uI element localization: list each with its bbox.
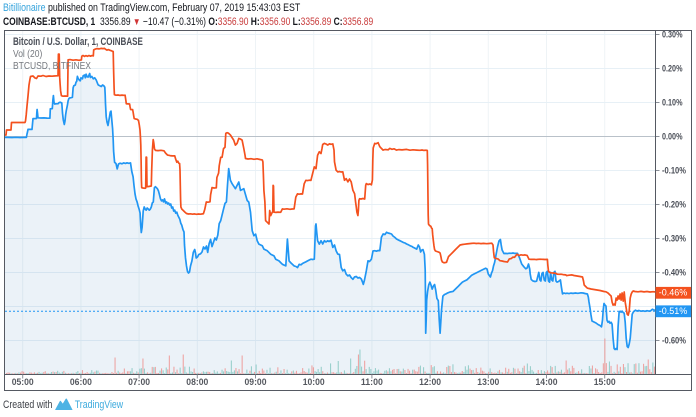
svg-text:-0.30%: -0.30% bbox=[662, 234, 686, 244]
svg-text:13:00: 13:00 bbox=[477, 377, 499, 387]
svg-text:-0.51%: -0.51% bbox=[659, 306, 688, 316]
svg-text:0.30%: 0.30% bbox=[662, 31, 683, 40]
svg-text:-0.60%: -0.60% bbox=[662, 336, 686, 346]
svg-text:15:00: 15:00 bbox=[594, 377, 616, 387]
svg-text:05:00: 05:00 bbox=[12, 377, 34, 387]
svg-text:09:00: 09:00 bbox=[245, 377, 267, 387]
svg-text:0.10%: 0.10% bbox=[662, 98, 683, 108]
svg-text:12:00: 12:00 bbox=[419, 377, 441, 387]
svg-text:0.00%: 0.00% bbox=[662, 132, 683, 142]
svg-text:11:00: 11:00 bbox=[361, 377, 383, 387]
svg-text:-0.40%: -0.40% bbox=[662, 268, 686, 278]
svg-text:-0.10%: -0.10% bbox=[662, 166, 686, 176]
svg-text:07:00: 07:00 bbox=[128, 377, 150, 387]
svg-text:06:00: 06:00 bbox=[70, 377, 92, 387]
svg-text:0.20%: 0.20% bbox=[662, 64, 683, 74]
svg-text:10:00: 10:00 bbox=[303, 377, 325, 387]
svg-text:14:00: 14:00 bbox=[536, 377, 558, 387]
svg-text:-0.20%: -0.20% bbox=[662, 200, 686, 210]
svg-text:08:00: 08:00 bbox=[186, 377, 208, 387]
svg-text:-0.46%: -0.46% bbox=[659, 288, 688, 298]
